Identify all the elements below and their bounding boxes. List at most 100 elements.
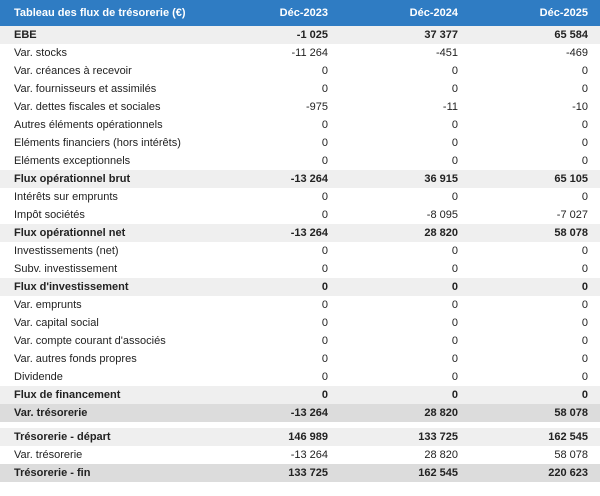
value-cell: 0 <box>321 65 328 77</box>
value-cell: -7 027 <box>556 209 588 221</box>
table-row: Var. trésorerie -13 264 28 820 58 078 <box>0 404 600 422</box>
value-cell: 0 <box>321 281 328 293</box>
value-cell: 0 <box>581 353 588 365</box>
value-cell: -13 264 <box>290 407 328 419</box>
row-label: Eléments financiers (hors intérêts) <box>14 137 181 149</box>
table-row: Var. emprunts 0 0 0 <box>0 296 600 314</box>
table-row: Var. autres fonds propres 0 0 0 <box>0 350 600 368</box>
row-label: Impôt sociétés <box>14 209 85 221</box>
value-cell: 0 <box>581 389 588 401</box>
value-cell: 28 820 <box>424 227 458 239</box>
row-label: Var. emprunts <box>14 299 82 311</box>
value-cell: 0 <box>451 83 458 95</box>
value-cell: 58 078 <box>554 407 588 419</box>
value-cell: 0 <box>451 335 458 347</box>
value-cell: 133 725 <box>288 467 328 479</box>
value-cell: -451 <box>435 47 458 59</box>
table-row: Impôt sociétés 0 -8 095 -7 027 <box>0 206 600 224</box>
value-cell: 0 <box>451 191 458 203</box>
table-row: Investissements (net) 0 0 0 <box>0 242 600 260</box>
row-label: Subv. investissement <box>14 263 118 275</box>
row-label: Var. stocks <box>14 47 67 59</box>
row-label: Trésorerie - fin <box>14 467 91 479</box>
value-cell: 0 <box>581 137 588 149</box>
table-row: Var. fournisseurs et assimilés 0 0 0 <box>0 80 600 98</box>
value-cell: 28 820 <box>424 407 458 419</box>
value-cell: 0 <box>451 119 458 131</box>
value-cell: 0 <box>581 191 588 203</box>
value-cell: 0 <box>321 209 328 221</box>
row-label: Investissements (net) <box>14 245 119 257</box>
summary-row: Var. trésorerie -13 264 28 820 58 078 <box>0 446 600 464</box>
value-cell: 0 <box>581 245 588 257</box>
row-label: Trésorerie - départ <box>14 431 111 443</box>
value-cell: -11 <box>442 101 458 113</box>
value-cell: Déc-2024 <box>409 7 458 19</box>
value-cell: 0 <box>321 353 328 365</box>
row-label: EBE <box>14 29 37 41</box>
value-cell: 58 078 <box>554 227 588 239</box>
table-row: Var. dettes fiscales et sociales -975 -11 -… <box>0 98 600 116</box>
value-cell: -13 264 <box>290 227 328 239</box>
table-row: Var. stocks -11 264 -451 -469 <box>0 44 600 62</box>
row-label: Var. trésorerie <box>14 407 88 419</box>
value-cell: 0 <box>321 191 328 203</box>
table-row: Flux de financement 0 0 0 <box>0 386 600 404</box>
value-cell: 0 <box>451 317 458 329</box>
table-row: Var. capital social 0 0 0 <box>0 314 600 332</box>
value-cell: 0 <box>451 263 458 275</box>
value-cell: 162 545 <box>418 467 458 479</box>
value-cell: 0 <box>581 335 588 347</box>
value-cell: 0 <box>581 65 588 77</box>
value-cell: Déc-2023 <box>279 7 328 19</box>
value-cell: 0 <box>581 317 588 329</box>
row-label: Autres éléments opérationnels <box>14 119 163 131</box>
value-cell: 220 623 <box>548 467 588 479</box>
value-cell: 0 <box>581 155 588 167</box>
table-row: Subv. investissement 0 0 0 <box>0 260 600 278</box>
value-cell: 0 <box>451 389 458 401</box>
value-cell: 0 <box>321 299 328 311</box>
table-row: Flux opérationnel net -13 264 28 820 58 078 <box>0 224 600 242</box>
value-cell: 0 <box>581 299 588 311</box>
value-cell: 58 078 <box>554 449 588 461</box>
value-cell: 133 725 <box>418 431 458 443</box>
row-label: Var. compte courant d'associés <box>14 335 166 347</box>
value-cell: 0 <box>451 65 458 77</box>
value-cell: -469 <box>565 47 588 59</box>
row-label: Flux opérationnel net <box>14 227 126 239</box>
header-row: Tableau des flux de trésorerie (€) Déc-20… <box>0 0 600 26</box>
value-cell: 0 <box>321 263 328 275</box>
row-label: Flux de financement <box>14 389 121 401</box>
value-cell: -10 <box>572 101 588 113</box>
table-row: Eléments exceptionnels 0 0 0 <box>0 152 600 170</box>
value-cell: -11 264 <box>291 47 329 59</box>
summary-row: Trésorerie - fin 133 725 162 545 220 623 <box>0 464 600 482</box>
table-row: Dividende 0 0 0 <box>0 368 600 386</box>
value-cell: 0 <box>451 371 458 383</box>
value-cell: 0 <box>451 299 458 311</box>
value-cell: 28 820 <box>424 449 458 461</box>
table-row: Var. compte courant d'associés 0 0 0 <box>0 332 600 350</box>
row-label: Dividende <box>14 371 63 383</box>
value-cell: 0 <box>321 155 328 167</box>
table-row: Eléments financiers (hors intérêts) 0 0 0 <box>0 134 600 152</box>
value-cell: 0 <box>451 137 458 149</box>
value-cell: 146 989 <box>288 431 328 443</box>
value-cell: 65 105 <box>554 173 588 185</box>
value-cell: 65 584 <box>554 29 588 41</box>
value-cell: 0 <box>451 281 458 293</box>
row-label: Var. autres fonds propres <box>14 353 137 365</box>
table-row: Flux opérationnel brut -13 264 36 915 65 10… <box>0 170 600 188</box>
value-cell: Déc-2025 <box>539 7 588 19</box>
value-cell: 0 <box>321 119 328 131</box>
table-row: Var. créances à recevoir 0 0 0 <box>0 62 600 80</box>
summary-row: Trésorerie - départ 146 989 133 725 162 545 <box>0 428 600 446</box>
value-cell: -975 <box>305 101 328 113</box>
value-cell: 0 <box>321 83 328 95</box>
value-cell: 0 <box>581 263 588 275</box>
row-label: Flux opérationnel brut <box>14 173 131 185</box>
table-row: Intérêts sur emprunts 0 0 0 <box>0 188 600 206</box>
row-label: Var. capital social <box>14 317 99 329</box>
